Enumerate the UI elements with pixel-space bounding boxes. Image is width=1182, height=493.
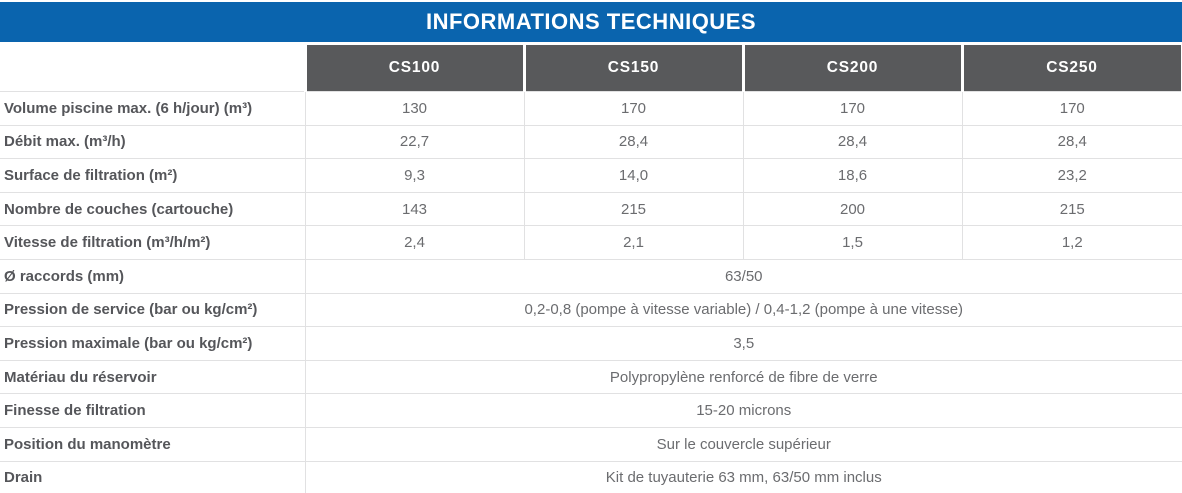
header-row: CS100 CS150 CS200 CS250 bbox=[0, 45, 1182, 92]
spec-table: CS100 CS150 CS200 CS250 Volume piscine m… bbox=[0, 45, 1182, 493]
value-cell: 1,5 bbox=[742, 225, 962, 260]
span-value-cell: Kit de tuyauterie 63 mm, 63/50 mm inclus bbox=[305, 460, 1182, 493]
value-cell: 215 bbox=[523, 191, 743, 226]
span-value-cell: 63/50 bbox=[305, 258, 1182, 294]
value-cell: 170 bbox=[523, 91, 743, 126]
value-cell: 14,0 bbox=[523, 158, 743, 193]
value-cell: 200 bbox=[742, 191, 962, 226]
value-cell: 170 bbox=[742, 91, 962, 126]
row-label: Vitesse de filtration (m³/h/m²) bbox=[0, 225, 306, 260]
column-header-cs250: CS250 bbox=[960, 45, 1182, 92]
table-row: Surface de filtration (m²) 9,3 14,0 18,6… bbox=[0, 158, 1182, 193]
table-row: Ø raccords (mm) 63/50 bbox=[0, 258, 1182, 294]
row-label: Drain bbox=[0, 460, 306, 493]
row-label: Surface de filtration (m²) bbox=[0, 158, 306, 193]
page-title: INFORMATIONS TECHNIQUES bbox=[425, 9, 757, 34]
table-row: Volume piscine max. (6 h/jour) (m³) 130 … bbox=[0, 91, 1182, 126]
table-row: Pression de service (bar ou kg/cm²) 0,2-… bbox=[0, 292, 1182, 327]
value-cell: 9,3 bbox=[305, 158, 524, 193]
value-cell: 2,4 bbox=[305, 225, 524, 260]
value-cell: 215 bbox=[961, 191, 1182, 226]
title-bar: INFORMATIONS TECHNIQUES bbox=[0, 2, 1182, 42]
span-value-cell: 0,2-0,8 (pompe à vitesse variable) / 0,4… bbox=[305, 292, 1182, 327]
row-label: Matériau du réservoir bbox=[0, 359, 306, 394]
table-row: Position du manomètre Sur le couvercle s… bbox=[0, 426, 1182, 462]
value-cell: 130 bbox=[305, 91, 524, 126]
row-label: Pression de service (bar ou kg/cm²) bbox=[0, 292, 306, 327]
value-cell: 18,6 bbox=[742, 158, 962, 193]
span-value-cell: Sur le couvercle supérieur bbox=[305, 426, 1182, 462]
span-value-cell: 3,5 bbox=[305, 326, 1182, 361]
row-label: Pression maximale (bar ou kg/cm²) bbox=[0, 326, 306, 361]
value-cell: 143 bbox=[305, 191, 524, 226]
value-cell: 23,2 bbox=[961, 158, 1182, 193]
corner-cell bbox=[0, 45, 305, 92]
table-row: Pression maximale (bar ou kg/cm²) 3,5 bbox=[0, 326, 1182, 361]
span-value-cell: Polypropylène renforcé de fibre de verre bbox=[305, 359, 1182, 394]
value-cell: 28,4 bbox=[523, 124, 743, 159]
value-cell: 28,4 bbox=[961, 124, 1182, 159]
column-header-cs100: CS100 bbox=[303, 45, 526, 92]
value-cell: 170 bbox=[961, 91, 1182, 126]
row-label: Nombre de couches (cartouche) bbox=[0, 191, 306, 226]
table-row: Débit max. (m³/h) 22,7 28,4 28,4 28,4 bbox=[0, 124, 1182, 159]
row-label: Ø raccords (mm) bbox=[0, 258, 306, 294]
table-row: Finesse de filtration 15-20 microns bbox=[0, 393, 1182, 428]
table-row: Drain Kit de tuyauterie 63 mm, 63/50 mm … bbox=[0, 460, 1182, 493]
row-label: Finesse de filtration bbox=[0, 393, 306, 428]
column-header-cs200: CS200 bbox=[741, 45, 964, 92]
row-label: Débit max. (m³/h) bbox=[0, 124, 306, 159]
value-cell: 1,2 bbox=[961, 225, 1182, 260]
row-label: Position du manomètre bbox=[0, 426, 306, 462]
span-value-cell: 15-20 microns bbox=[305, 393, 1182, 428]
table-row: Matériau du réservoir Polypropylène renf… bbox=[0, 359, 1182, 394]
table-row: Nombre de couches (cartouche) 143 215 20… bbox=[0, 191, 1182, 226]
value-cell: 2,1 bbox=[523, 225, 743, 260]
column-header-cs150: CS150 bbox=[522, 45, 745, 92]
table-row: Vitesse de filtration (m³/h/m²) 2,4 2,1 … bbox=[0, 225, 1182, 260]
row-label: Volume piscine max. (6 h/jour) (m³) bbox=[0, 91, 306, 126]
value-cell: 22,7 bbox=[305, 124, 524, 159]
value-cell: 28,4 bbox=[742, 124, 962, 159]
